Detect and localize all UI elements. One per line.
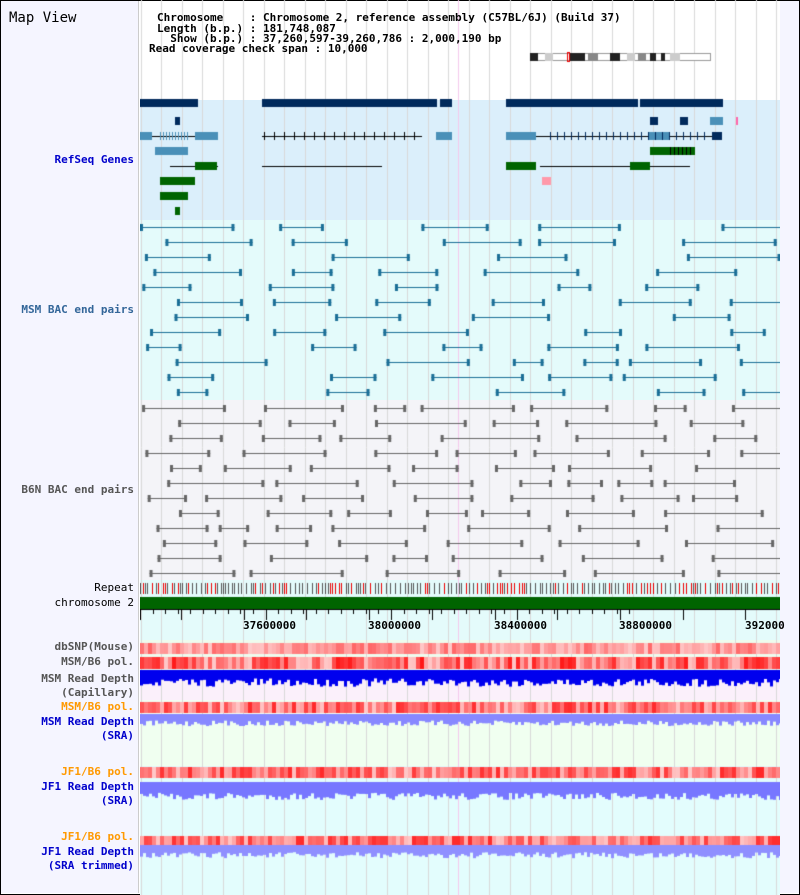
axis-tick-label: 392000 bbox=[745, 619, 785, 632]
axis-tick-label: 38000000 bbox=[368, 619, 421, 632]
track-label-jf1-sra: JF1 Read Depth (SRA) bbox=[41, 780, 134, 807]
track-label-msm-sra: MSM Read Depth (SRA) bbox=[41, 715, 134, 742]
track-label-jf1-trim: JF1 Read Depth (SRA trimmed) bbox=[41, 845, 134, 872]
panel-title: Map View bbox=[9, 10, 77, 26]
track-label-msm-bac[interactable]: MSM BAC end pairs bbox=[21, 303, 134, 316]
track-label-jf1-pol-2: JF1/B6 pol. bbox=[61, 830, 134, 843]
header-show: Show (b.p.) : 37,260,597-39,260,786 : 2,… bbox=[157, 32, 502, 45]
track-label-msm-pol-2: MSM/B6 pol. bbox=[61, 700, 134, 713]
axis-tick-label: 38800000 bbox=[619, 619, 672, 632]
track-label-dbsnp: dbSNP(Mouse) bbox=[54, 640, 134, 653]
header-chromosome: Chromosome : Chromosome 2, reference ass… bbox=[157, 11, 621, 24]
track-label-msm-pol: MSM/B6 pol. bbox=[61, 655, 134, 668]
axis-tick-label: 38400000 bbox=[494, 619, 547, 632]
track-label-chromosome: chromosome 2 bbox=[54, 596, 134, 609]
header-length: Length (b.p.) : 181,748,087 bbox=[157, 22, 336, 35]
track-label-b6n-bac[interactable]: B6N BAC end pairs bbox=[21, 483, 134, 496]
right-margin bbox=[780, 1, 799, 893]
track-label-refseq[interactable]: RefSeq Genes bbox=[54, 153, 134, 166]
genome-tracks[interactable] bbox=[140, 0, 780, 895]
header-coverage: Read coverage check span : 10,000 bbox=[149, 42, 368, 55]
track-label-jf1-pol: JF1/B6 pol. bbox=[61, 765, 134, 778]
track-label-panel bbox=[1, 1, 139, 893]
track-label-repeat: Repeat bbox=[94, 581, 134, 594]
axis-tick-label: 37600000 bbox=[243, 619, 296, 632]
track-label-msm-cap: MSM Read Depth (Capillary) bbox=[41, 672, 134, 699]
